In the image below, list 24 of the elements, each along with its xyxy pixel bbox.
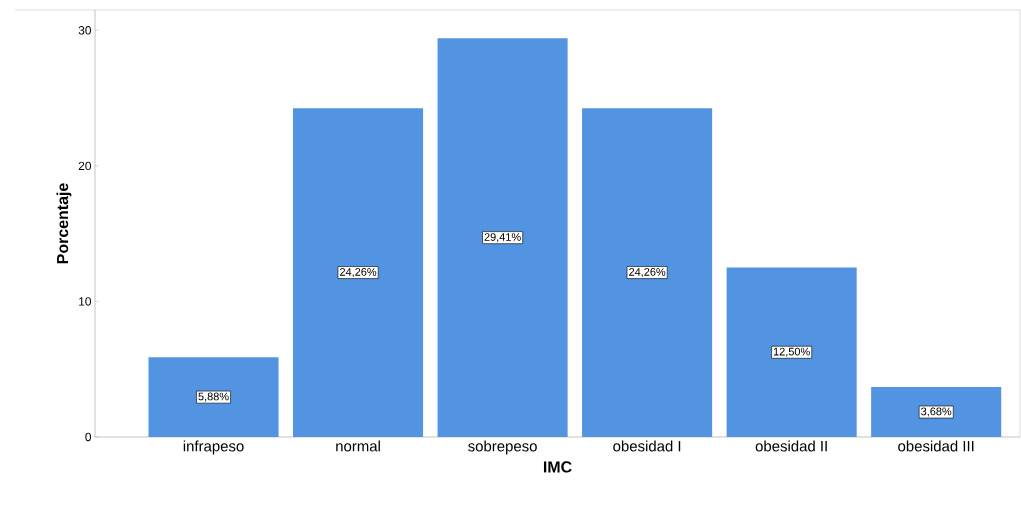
- x-tick-label: infrapeso: [183, 440, 244, 455]
- y-tick-label: 10: [79, 297, 92, 306]
- data-label: 29,41%: [484, 233, 521, 243]
- x-tick-label: obesidad I: [613, 440, 681, 452]
- x-axis-title: IMC: [543, 461, 572, 473]
- y-axis-title: Porcentaje: [56, 183, 72, 264]
- bar: [148, 357, 279, 437]
- y-tick-label: 0: [85, 432, 92, 442]
- bar: [437, 38, 568, 437]
- y-tick-label: 20: [78, 161, 92, 171]
- bar: [582, 108, 713, 437]
- data-label: 5,88%: [198, 392, 229, 402]
- x-tick-label: sobrepeso: [468, 440, 537, 455]
- y-tick-label: 30: [78, 26, 92, 35]
- x-tick-label: normal: [336, 440, 380, 452]
- x-tick-label: obesidad III: [898, 440, 974, 452]
- data-label: 3,68%: [921, 407, 952, 417]
- data-label: 24,26%: [340, 268, 377, 278]
- x-tick-label: obesidad II: [755, 440, 827, 452]
- data-label: 24,26%: [629, 268, 666, 278]
- data-label: 12,50%: [773, 347, 810, 357]
- bar: [726, 267, 857, 437]
- bar: [293, 108, 424, 437]
- bar: [871, 387, 1002, 437]
